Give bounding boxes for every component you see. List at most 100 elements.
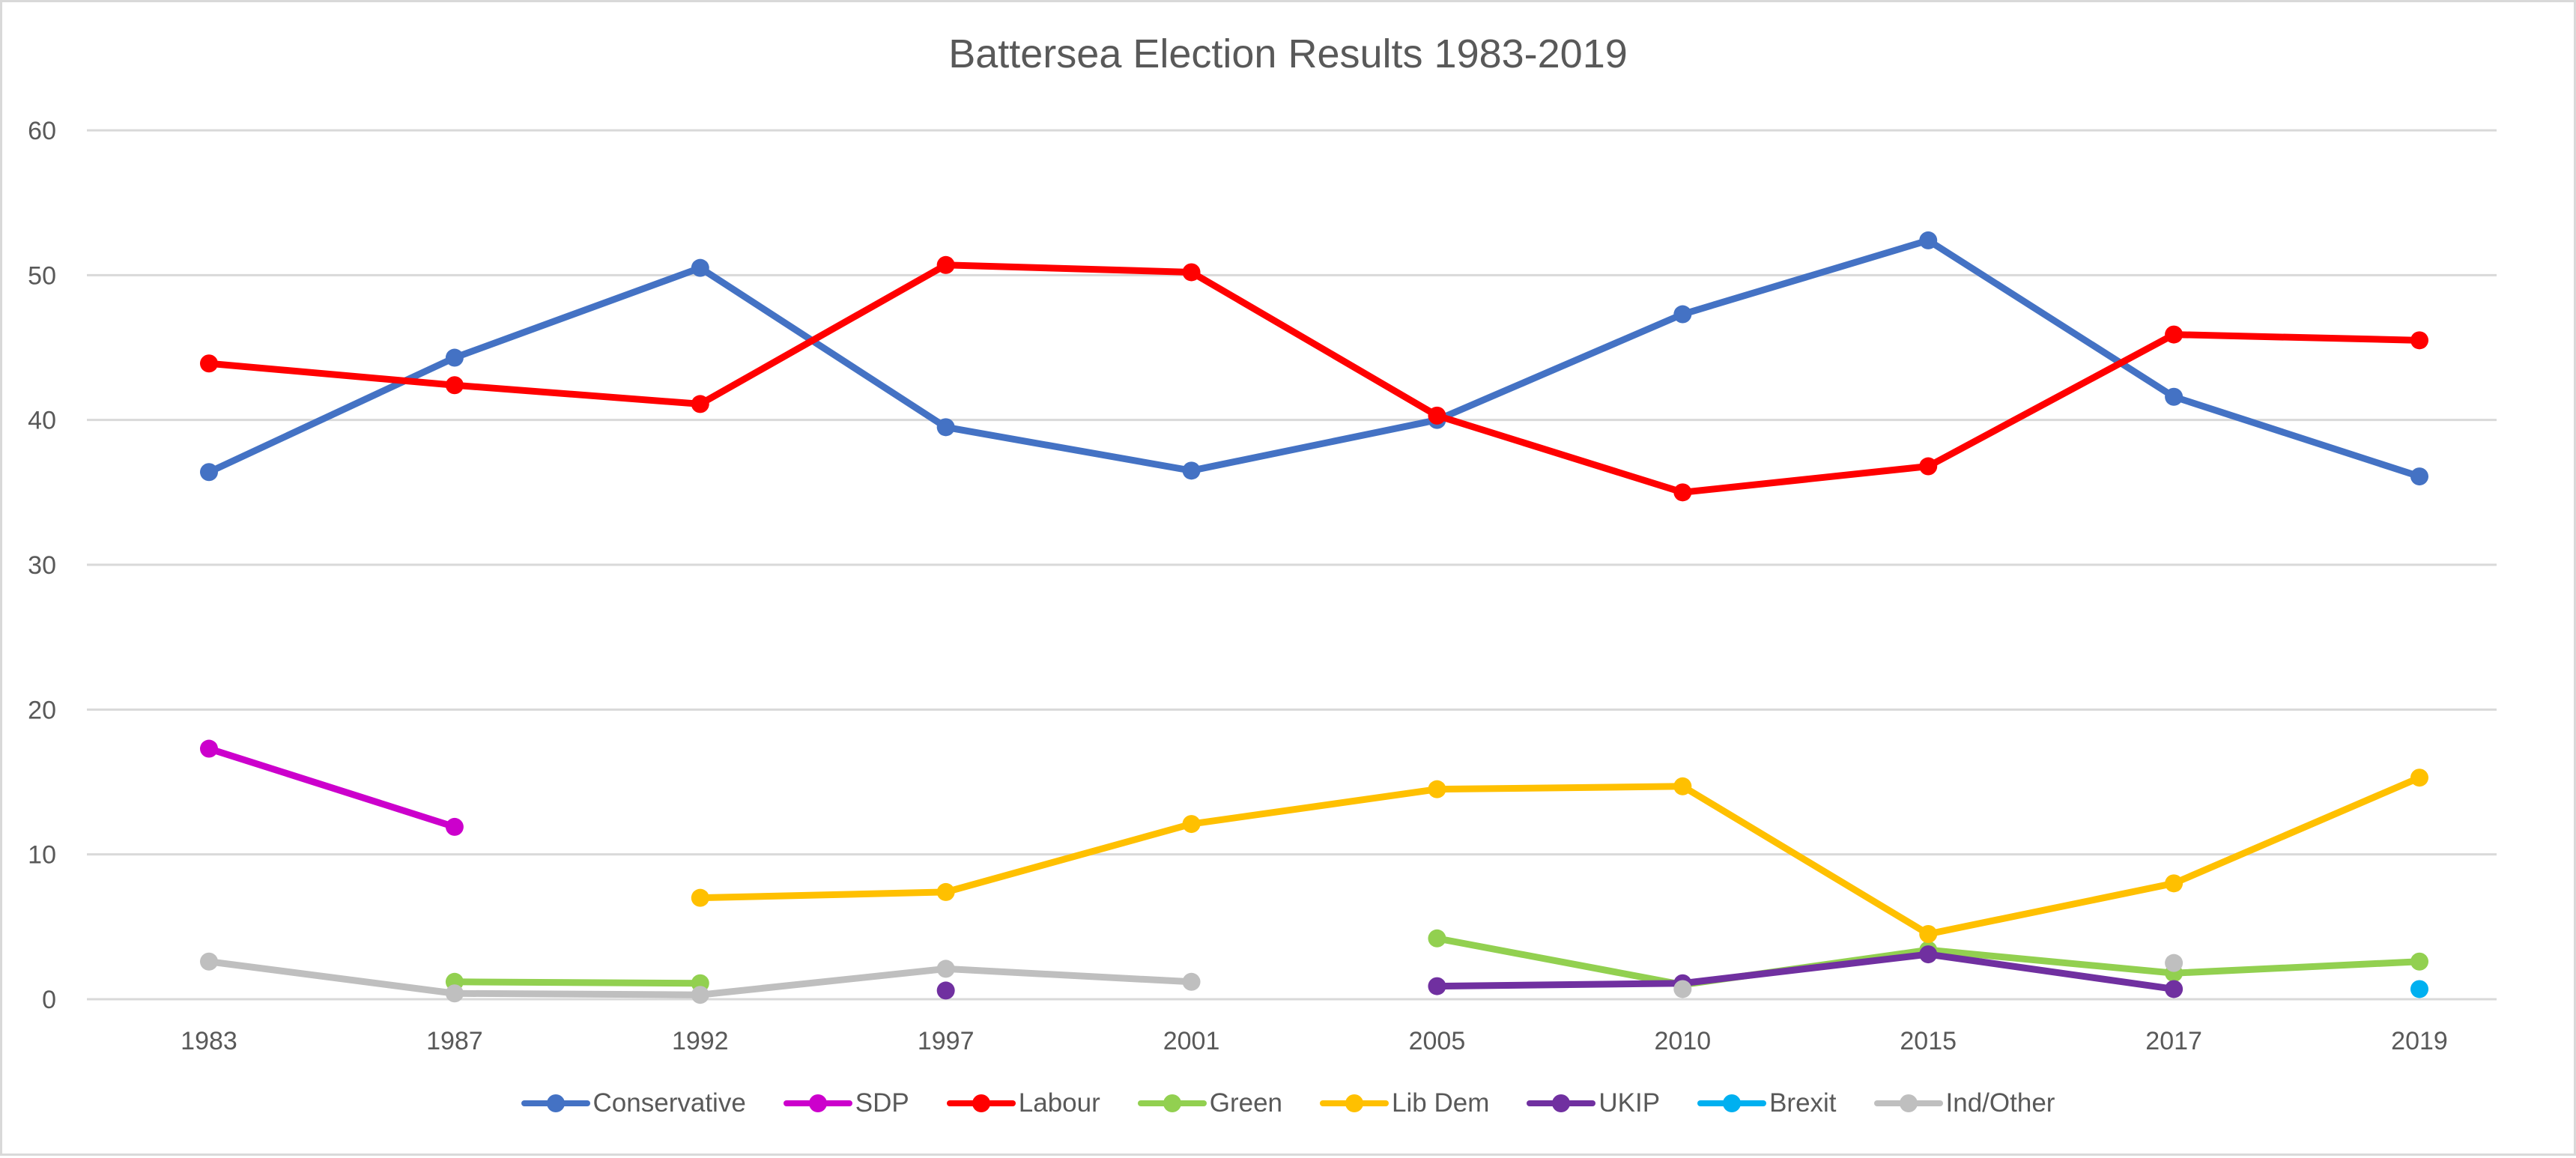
legend-marker-icon [1873, 1092, 1943, 1115]
series-line-segment [1433, 935, 1686, 989]
series-line-segment [205, 354, 458, 476]
data-point [691, 258, 709, 277]
series-brexit [2410, 980, 2428, 998]
legend-label: SDP [855, 1088, 909, 1118]
data-point [1919, 925, 1938, 943]
series-line-segment [1924, 946, 2178, 977]
data-point [1428, 929, 1446, 948]
legend-marker-icon [521, 1092, 590, 1115]
series-line-segment [1924, 879, 2178, 938]
series-line-segment [1924, 237, 2178, 401]
data-point [1182, 815, 1201, 834]
series-line-segment [942, 261, 1195, 276]
series-line-segment [1924, 331, 2178, 470]
data-point [936, 981, 955, 1000]
series-lib-dem [691, 769, 2428, 943]
legend-label: Brexit [1769, 1088, 1837, 1118]
series-line-segment [942, 965, 1195, 986]
x-tick-label: 2001 [1163, 1027, 1220, 1055]
series-line-segment [1679, 951, 1932, 987]
series-line-segment [1433, 412, 1686, 496]
y-tick-label: 30 [28, 551, 56, 580]
data-point [2410, 331, 2428, 350]
legend-label: Green [1209, 1088, 1283, 1118]
data-point [691, 986, 709, 1004]
series-line-segment [1679, 237, 1932, 318]
data-point [2165, 954, 2183, 972]
series-line-segment [451, 989, 704, 998]
data-point [200, 463, 218, 482]
series-labour [200, 255, 2428, 502]
data-point [1182, 263, 1201, 282]
series-line-segment [451, 264, 704, 362]
legend-item: Conservative [521, 1088, 746, 1118]
data-point [445, 376, 464, 395]
y-tick-label: 20 [28, 696, 56, 724]
data-point [1428, 406, 1446, 425]
series-line-segment [942, 423, 1195, 474]
series-ind-other [200, 952, 2183, 1004]
series-line-segment [2170, 958, 2423, 977]
series-line-segment [942, 820, 1195, 896]
data-point [1673, 483, 1692, 502]
data-point [936, 882, 955, 901]
x-tick-label: 2017 [2145, 1027, 2202, 1055]
data-point [2410, 467, 2428, 486]
series-line-segment [1433, 311, 1686, 424]
data-point [691, 888, 709, 907]
legend-label: Conservative [593, 1088, 746, 1118]
series-line-segment [1679, 783, 1932, 938]
series-line-segment [1433, 980, 1686, 990]
series-line-segment [1679, 463, 1932, 496]
series-line-segment [1188, 786, 1440, 828]
data-point [1182, 972, 1201, 991]
data-point [2410, 769, 2428, 787]
legend-marker-icon [1137, 1092, 1207, 1115]
data-point [2165, 325, 2183, 344]
x-tick-label: 2019 [2391, 1027, 2448, 1055]
data-point [1673, 980, 1692, 998]
legend-label: Lib Dem [1392, 1088, 1490, 1118]
x-tick-label: 1992 [672, 1027, 729, 1055]
x-tick-label: 2005 [1409, 1027, 1466, 1055]
series-sdp [200, 739, 464, 836]
y-tick-label: 0 [42, 986, 56, 1014]
series-line-segment [2170, 393, 2423, 480]
legend: Conservative SDP Labour Green Lib Dem UKIP Bre… [2, 1088, 2574, 1118]
y-tick-label: 10 [28, 841, 56, 870]
series-line-segment [205, 958, 458, 997]
series-line-segment [1924, 951, 2178, 992]
data-point [200, 739, 218, 758]
series-line-segment [697, 264, 950, 431]
data-point [936, 418, 955, 437]
data-point [445, 817, 464, 836]
legend-item: Labour [946, 1088, 1100, 1118]
series-line-segment [205, 360, 458, 389]
series-line-segment [1188, 416, 1440, 474]
data-point [2165, 387, 2183, 406]
data-point [1919, 945, 1938, 964]
series-line-segment [2170, 331, 2423, 344]
data-point [936, 960, 955, 978]
x-tick-label: 1987 [426, 1027, 483, 1055]
series-line-segment [451, 381, 704, 407]
data-point [1673, 305, 1692, 324]
legend-marker-icon [1320, 1092, 1389, 1115]
data-point [2165, 980, 2183, 998]
data-point [936, 255, 955, 274]
series-conservative [200, 231, 2428, 486]
series-line-segment [451, 978, 704, 987]
series-line-segment [2170, 774, 2423, 887]
data-point [1919, 457, 1938, 476]
x-tick-label: 1983 [181, 1027, 237, 1055]
y-tick-label: 50 [28, 261, 56, 290]
data-point [1673, 777, 1692, 795]
chart-title: Battersea Election Results 1983-2019 [948, 31, 1628, 76]
x-tick-label: 2010 [1655, 1027, 1712, 1055]
legend-marker-icon [1527, 1092, 1596, 1115]
data-point [1182, 461, 1201, 480]
series-line-segment [1188, 268, 1440, 419]
data-point [200, 952, 218, 971]
